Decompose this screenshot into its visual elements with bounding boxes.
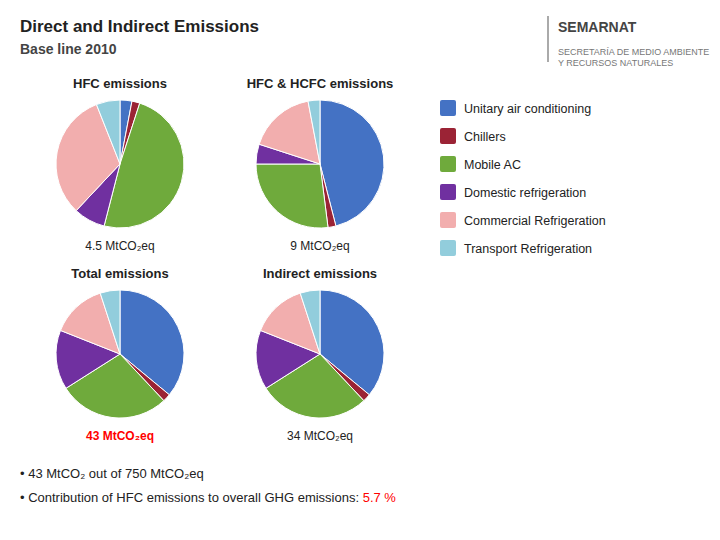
annotation: 4.5 MtCO₂eq (85, 239, 154, 253)
legend-swatch (440, 240, 456, 256)
pie-title: HFC & HCFC emissions (247, 76, 394, 91)
pie-slice (256, 164, 328, 228)
pie-slice (96, 100, 120, 164)
legend-swatch (440, 128, 456, 144)
legend: Unitary air conditioning Chillers Mobile A… (440, 100, 606, 256)
source-text: Y RECURSOS NATURALES (558, 58, 673, 68)
pie-chart: Indirect emissions 34 MtCO₂eq (256, 266, 384, 443)
figure: Direct and Indirect Emissions Base line 2… (0, 0, 720, 540)
subtitle: Base line 2010 (20, 41, 117, 57)
pie-title: HFC emissions (73, 76, 167, 91)
background (0, 0, 720, 540)
legend-label: Mobile AC (464, 158, 521, 172)
note-text: 5.7 % (363, 490, 397, 505)
separator (547, 16, 549, 62)
legend-label: Unitary air conditioning (464, 102, 591, 116)
note: • Contribution of HFC emissions to overa… (20, 490, 396, 505)
pie-title: Total emissions (71, 266, 168, 281)
note-text: • 43 MtCO₂ out of 750 MtCO₂eq (20, 466, 204, 481)
note: • 43 MtCO₂ out of 750 MtCO₂eq (20, 466, 204, 481)
title: Direct and Indirect Emissions (20, 17, 259, 36)
annotation: 43 MtCO₂eq (86, 429, 154, 443)
legend-swatch (440, 156, 456, 172)
pie-title: Indirect emissions (263, 266, 377, 281)
pie-slice (308, 100, 320, 164)
pie-slice (300, 290, 320, 354)
legend-label: Commercial Refrigeration (464, 214, 606, 228)
source-text: SECRETARÍA DE MEDIO AMBIENTE (558, 47, 709, 57)
annotation: 34 MtCO₂eq (287, 429, 353, 443)
legend-label: Transport Refrigeration (464, 242, 592, 256)
pie-chart: HFC & HCFC emissions 9 MtCO₂eq (247, 76, 394, 253)
pie-slice (100, 290, 120, 354)
annotation: 9 MtCO₂eq (290, 239, 349, 253)
legend-swatch (440, 100, 456, 116)
legend-swatch (440, 212, 456, 228)
pie-chart: Total emissions 43 MtCO₂eq (56, 266, 184, 443)
note-text: • Contribution of HFC emissions to overa… (20, 490, 363, 505)
legend-swatch (440, 184, 456, 200)
pie-chart: HFC emissions 4.5 MtCO₂eq (56, 76, 184, 253)
legend-label: Domestic refrigeration (464, 186, 586, 200)
source-text: SEMARNAT (558, 19, 637, 35)
legend-label: Chillers (464, 130, 506, 144)
